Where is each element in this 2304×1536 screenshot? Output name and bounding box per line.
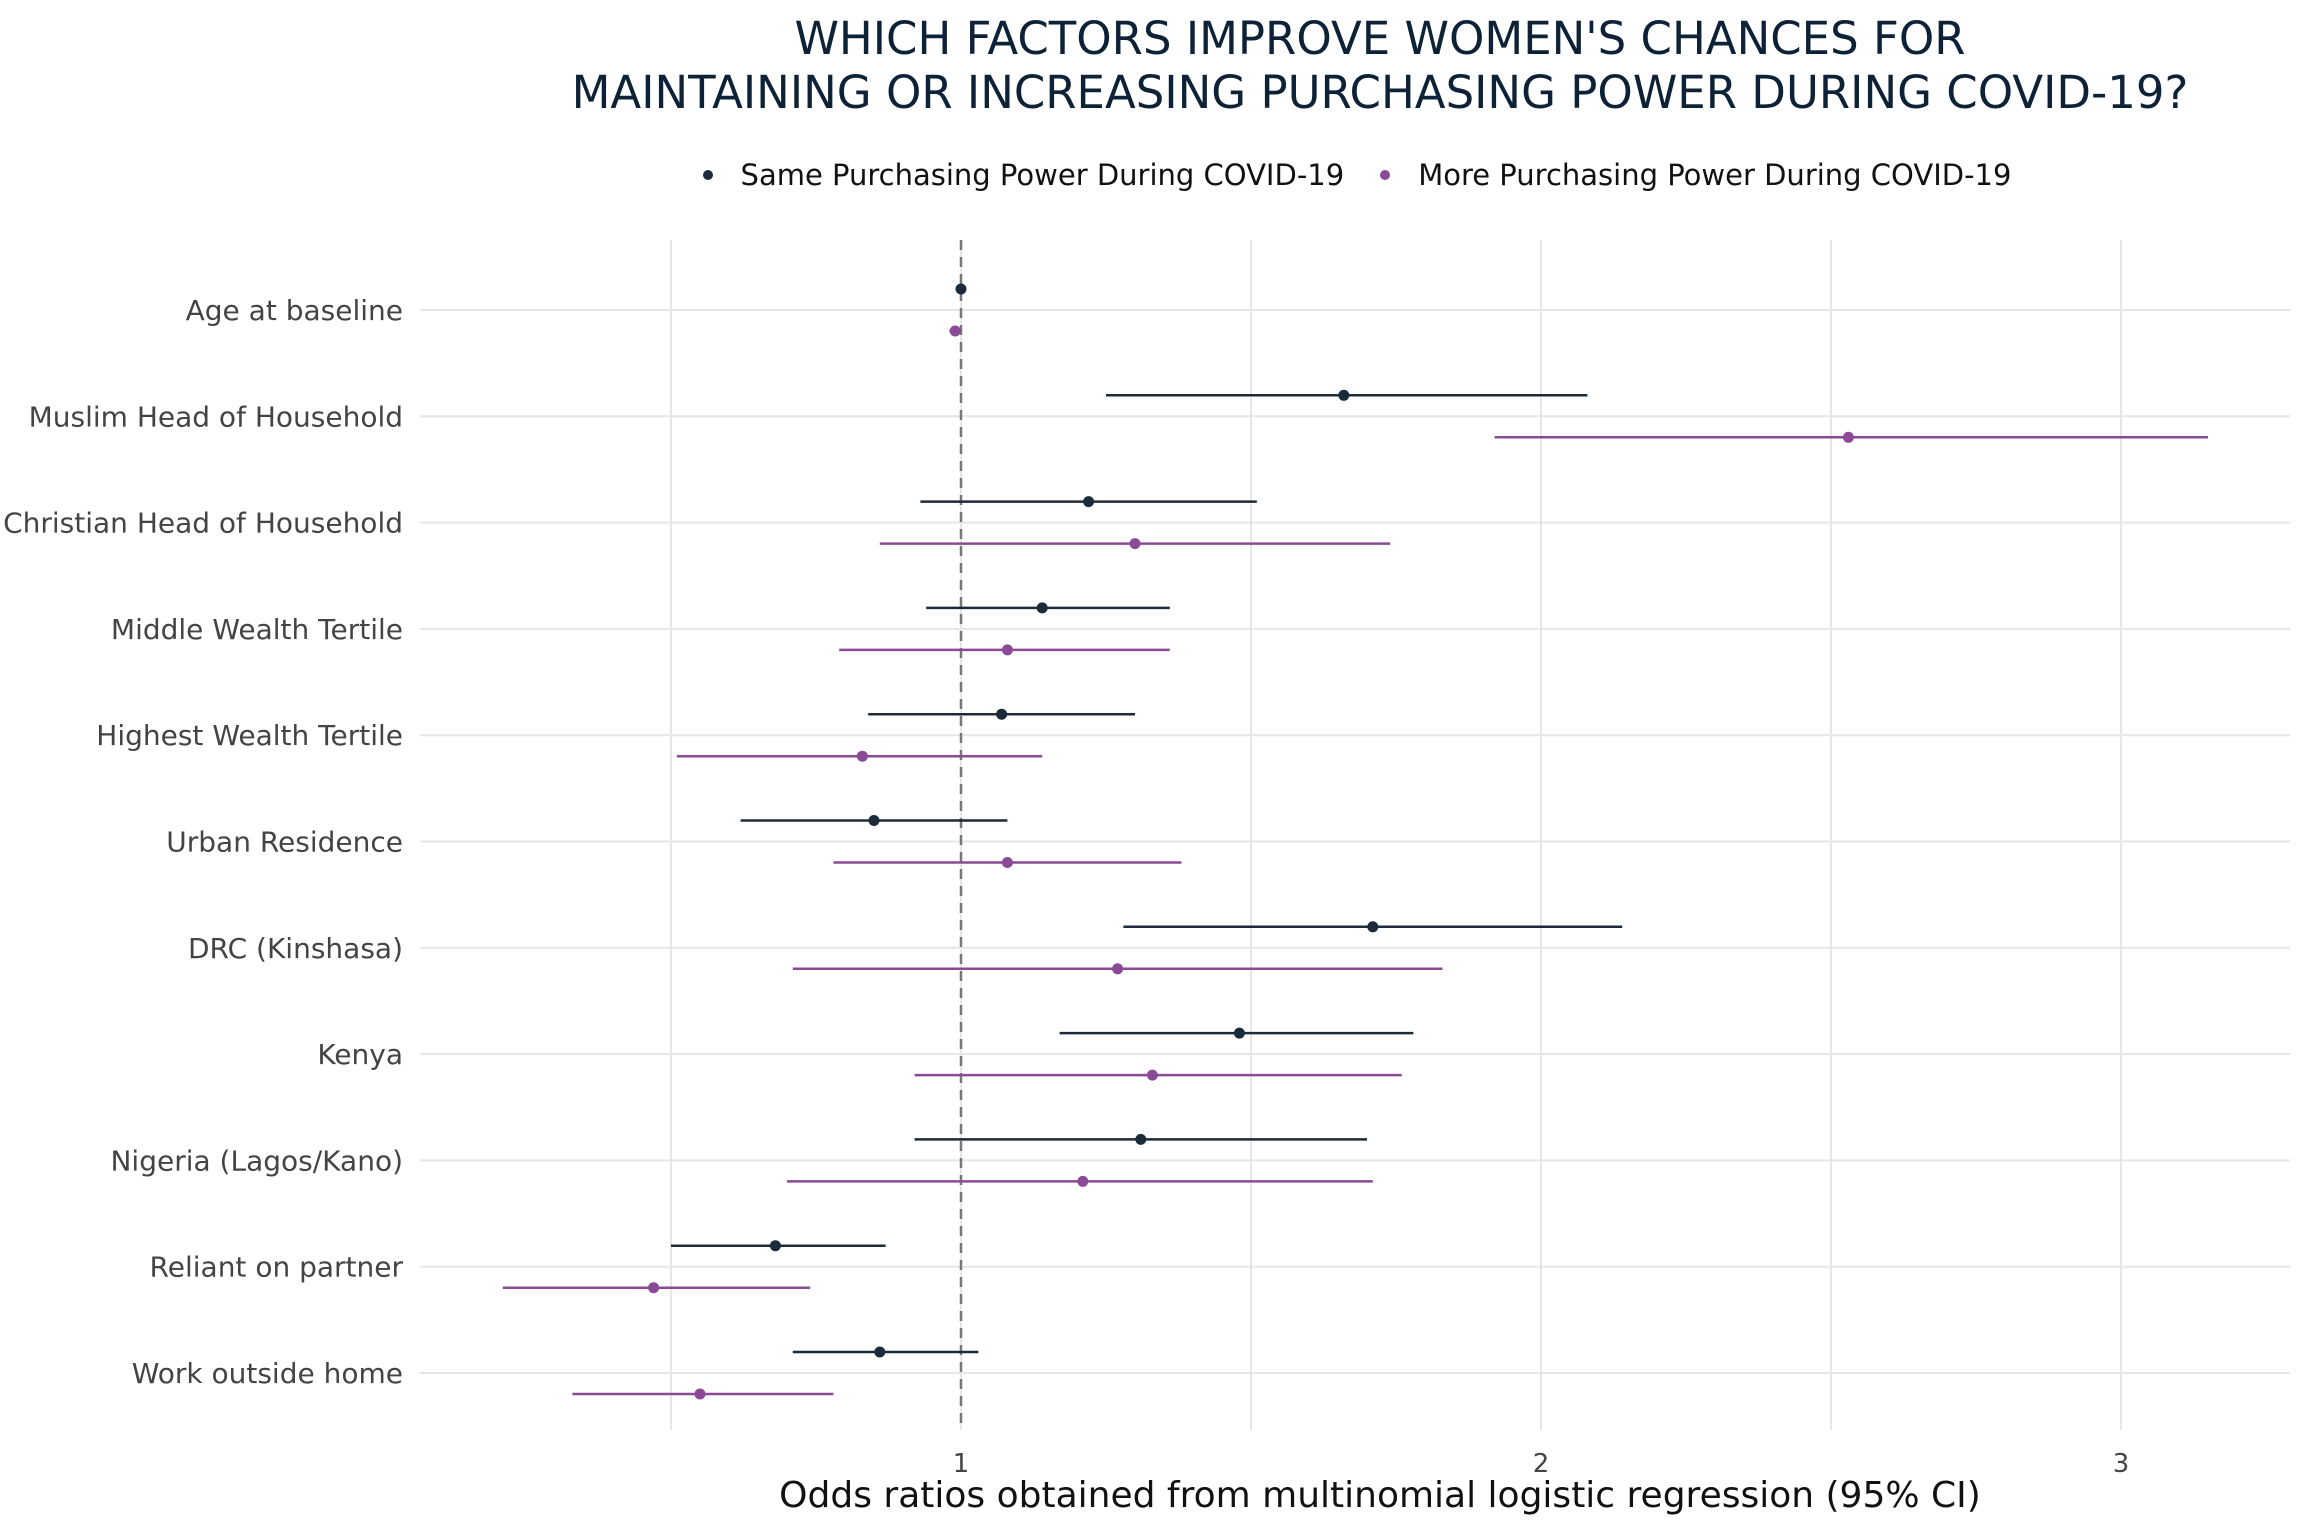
- x-axis-label: Odds ratios obtained from multinomial lo…: [779, 1475, 1981, 1516]
- y-tick-label: Age at baseline: [186, 294, 403, 327]
- y-tick-label: Urban Residence: [166, 826, 403, 859]
- y-tick-label: Christian Head of Household: [3, 507, 403, 540]
- point-more: [1001, 644, 1013, 656]
- legend-marker-same: [702, 170, 713, 180]
- point-same: [1338, 389, 1350, 401]
- marks-layer: [502, 283, 2208, 1400]
- point-more: [694, 1388, 706, 1400]
- x-tick-label: 1: [953, 1449, 970, 1479]
- legend-item-same: Same Purchasing Power During COVID-19: [702, 158, 1345, 192]
- legend-label-same: Same Purchasing Power During COVID-19: [740, 158, 1345, 192]
- point-more: [1001, 857, 1013, 868]
- chart-legend: Same Purchasing Power During COVID-19 Mo…: [0, 158, 2304, 192]
- legend-item-more: More Purchasing Power During COVID-19: [1380, 158, 2011, 192]
- y-tick-label: Highest Wealth Tertile: [96, 719, 403, 752]
- point-same: [955, 283, 967, 295]
- point-more: [1146, 1069, 1158, 1081]
- legend-marker-more: [1380, 170, 1391, 180]
- point-same: [874, 1346, 886, 1358]
- grid-layer: [420, 240, 2290, 1430]
- point-same: [996, 708, 1008, 720]
- point-more: [1842, 431, 1854, 443]
- point-more: [1129, 538, 1141, 550]
- point-same: [1036, 602, 1048, 614]
- y-tick-label: Middle Wealth Tertile: [111, 613, 403, 646]
- chart-title-line-2: MAINTAINING OR INCREASING PURCHASING POW…: [571, 66, 2189, 119]
- legend-label-more: More Purchasing Power During COVID-19: [1418, 158, 2012, 192]
- labels-layer: Age at baseline Muslim Head of Household C…: [3, 294, 2129, 1479]
- point-more: [1077, 1175, 1089, 1187]
- y-tick-label: Reliant on partner: [150, 1251, 404, 1284]
- y-tick-label: Muslim Head of Household: [29, 400, 403, 433]
- y-tick-label: Nigeria (Lagos/Kano): [110, 1144, 403, 1177]
- chart-title: WHICH FACTORS IMPROVE WOMEN'S CHANCES FO…: [420, 12, 2304, 120]
- point-more: [648, 1282, 660, 1294]
- point-more: [1112, 963, 1124, 975]
- point-more: [856, 750, 868, 762]
- point-same: [1135, 1133, 1147, 1145]
- y-tick-label: Kenya: [317, 1038, 403, 1071]
- point-more: [949, 325, 961, 337]
- x-tick-label: 2: [1533, 1449, 1550, 1479]
- chart-title-line-1: WHICH FACTORS IMPROVE WOMEN'S CHANCES FO…: [794, 12, 1966, 65]
- y-tick-label: DRC (Kinshasa): [188, 932, 403, 965]
- point-same: [769, 1240, 781, 1252]
- point-same: [1367, 921, 1379, 933]
- y-tick-label: Work outside home: [132, 1357, 403, 1390]
- point-same: [1233, 1027, 1245, 1039]
- point-same: [1083, 496, 1095, 508]
- x-tick-label: 3: [2113, 1449, 2130, 1479]
- point-same: [868, 815, 880, 826]
